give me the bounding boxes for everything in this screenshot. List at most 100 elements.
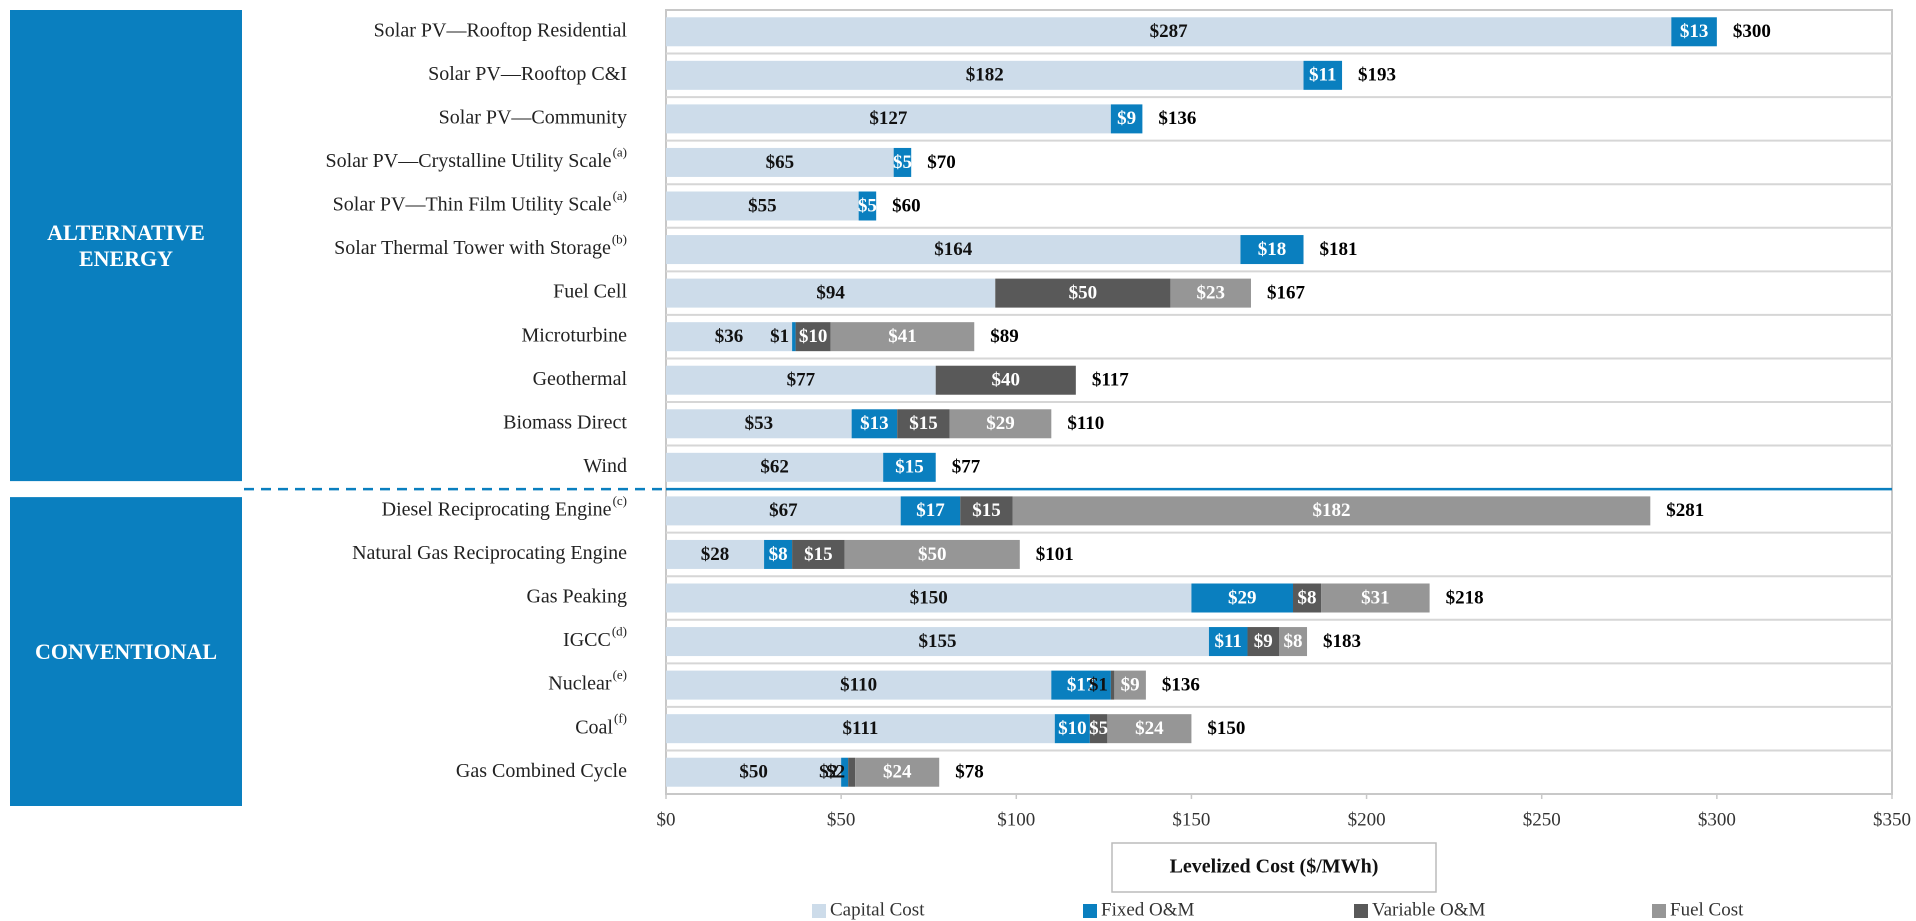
total-label: $167 (1267, 282, 1306, 303)
bar-segment (666, 757, 842, 787)
total-label: $181 (1320, 239, 1358, 260)
group-box (10, 10, 242, 482)
x-tick-label: $50 (827, 809, 856, 830)
bar-segment (851, 409, 898, 439)
total-label: $300 (1733, 21, 1771, 42)
bar-value-label: $29 (1228, 587, 1257, 608)
legend-label: Capital Cost (830, 899, 925, 920)
bar-segment (1293, 583, 1322, 613)
bar-segment (1107, 714, 1192, 744)
category-label: Gas Peaking (526, 586, 627, 608)
bar-segment (995, 278, 1171, 308)
category-note: (d) (612, 624, 627, 639)
category-label: Solar PV—Thin Film Utility Scale (333, 194, 612, 216)
total-label: $101 (1036, 544, 1074, 565)
category-label: Fuel Cell (553, 281, 627, 303)
x-tick-label: $200 (1348, 809, 1386, 830)
bar-value-label: $28 (701, 544, 730, 565)
bar-segment (1012, 496, 1651, 526)
bar-segment (893, 147, 912, 177)
bar-value-label: $182 (966, 65, 1004, 86)
category-note: (b) (612, 232, 627, 247)
bar-value-label: $18 (1258, 239, 1287, 260)
bar-value-label: $15 (804, 544, 833, 565)
bar-value-label: $287 (1150, 21, 1189, 42)
bar-segment (1671, 17, 1717, 47)
bar-value-label: $62 (760, 457, 789, 478)
bar-segment (666, 191, 859, 221)
total-label: $136 (1158, 108, 1196, 129)
bar-value-label: $5 (1089, 718, 1108, 739)
bar-value-label: $155 (918, 631, 956, 652)
x-tick-label: $100 (997, 809, 1035, 830)
bar-segment (1114, 670, 1146, 700)
bar-value-label: $8 (1298, 587, 1317, 608)
bar-segment (666, 452, 884, 482)
bar-value-label: $13 (1680, 21, 1709, 42)
total-label: $136 (1162, 674, 1200, 695)
category-label: Nuclear (548, 673, 612, 695)
category-label: Solar PV—Rooftop Residential (374, 19, 628, 41)
bar-value-label: $77 (787, 370, 816, 391)
bar-value-label: $67 (769, 500, 798, 521)
bar-value-label: $53 (745, 413, 774, 434)
total-label: $183 (1323, 631, 1361, 652)
bar-segment (1240, 235, 1304, 265)
bar-segment (855, 757, 940, 787)
bar-value-label: $15 (909, 413, 938, 434)
x-tick-label: $250 (1523, 809, 1561, 830)
category-label: Diesel Reciprocating Engine (382, 498, 612, 520)
x-axis-label: Levelized Cost ($/MWh) (1170, 856, 1379, 878)
bar-segment (1170, 278, 1251, 308)
group-box (10, 497, 242, 806)
bar-segment (1208, 627, 1248, 657)
total-label: $110 (1067, 413, 1104, 434)
group-label: ALTERNATIVE ENERGY (47, 219, 205, 271)
bar-value-label: $24 (1135, 718, 1164, 739)
bar-value-label: $9 (1121, 674, 1140, 695)
bar-value-label: $29 (986, 413, 1015, 434)
total-label: $117 (1092, 370, 1129, 391)
total-label: $89 (990, 326, 1019, 347)
bar-value-label: $15 (972, 500, 1001, 521)
legend-label: Fixed O&M (1101, 899, 1195, 920)
bar-value-label: $65 (766, 152, 795, 173)
bar-value-label: $127 (869, 108, 908, 129)
category-label: Solar Thermal Tower with Storage (334, 237, 611, 259)
category-note: (f) (614, 711, 627, 726)
bar-value-label: $5 (858, 195, 877, 216)
bar-value-label: $5 (893, 152, 912, 173)
category-label: Solar PV—Community (439, 106, 627, 128)
bar-segment (960, 496, 1013, 526)
x-tick-label: $300 (1698, 809, 1736, 830)
bar-segment (841, 757, 849, 787)
x-label-box (1111, 842, 1437, 893)
category-label: Gas Combined Cycle (456, 760, 627, 782)
bar-segment (666, 670, 1052, 700)
bar-segment (666, 60, 1304, 90)
group-label: CONVENTIONAL (34, 638, 218, 664)
x-tick-label: $0 (657, 809, 676, 830)
bar-segment (795, 322, 831, 352)
category-note: (e) (613, 667, 627, 682)
bar-segment (1051, 670, 1111, 700)
category-label: Biomass Direct (503, 411, 627, 433)
legend-swatch (1083, 904, 1097, 918)
bar-value-label: $23 (1196, 282, 1225, 303)
bar-segment (935, 365, 1076, 395)
bar-segment (949, 409, 1052, 439)
category-label: Geothermal (533, 368, 628, 390)
bar-value-label: $50 (1069, 282, 1098, 303)
bar-segment (764, 539, 793, 569)
bar-value-label: $9 (1254, 631, 1273, 652)
bar-value-label: $31 (1361, 587, 1390, 608)
bar-segment (666, 235, 1241, 265)
bar-value-label: $15 (895, 457, 924, 478)
bar-value-label: $10 (799, 326, 828, 347)
bar-value-label: $17 (1067, 674, 1096, 695)
bar-segment (1279, 627, 1308, 657)
category-label: IGCC (563, 629, 611, 651)
bar-value-label: $36 (715, 326, 744, 347)
